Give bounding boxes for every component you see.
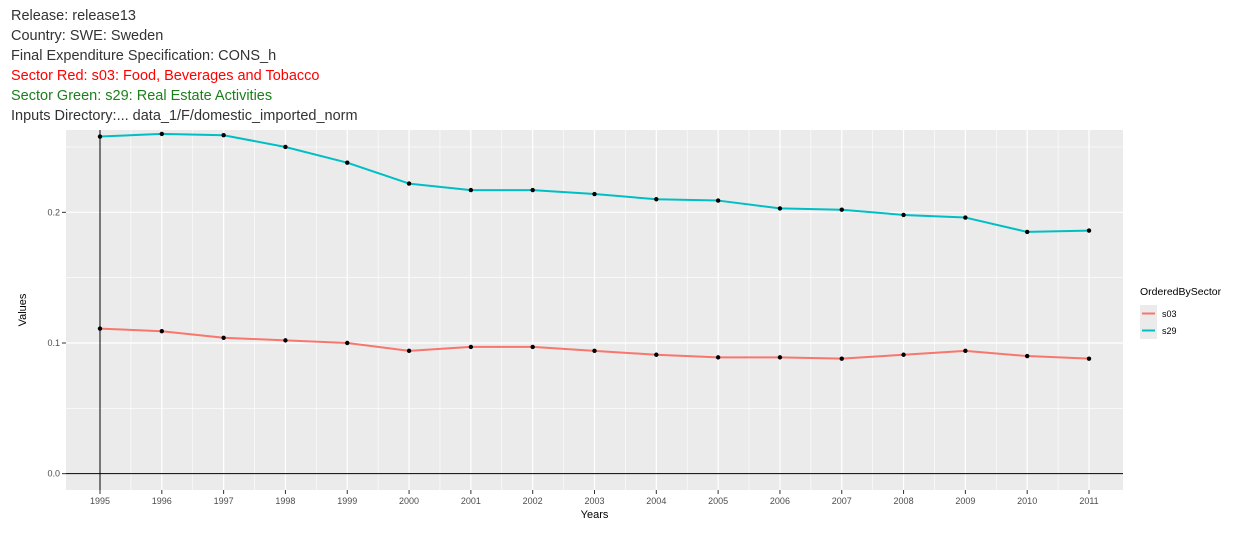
data-point-s03-1996 (159, 329, 165, 334)
data-point-s29-2002 (530, 187, 535, 193)
title-release: Release: release13 (11, 8, 136, 24)
data-point-s03-2009 (963, 348, 968, 354)
y-axis: 0.0 0.1 0.2 (47, 207, 66, 479)
x-tick-label: 1996 (152, 496, 172, 506)
x-tick-label: 2002 (523, 496, 543, 506)
data-point-s29-2004 (654, 197, 659, 202)
x-tick-label: 2010 (1017, 496, 1037, 506)
title-sector-red: Sector Red: s03: Food, Beverages and Tob… (11, 68, 320, 84)
y-axis-title: Values (17, 293, 29, 326)
legend-title: OrderedBySector (1140, 286, 1222, 298)
data-point-s03-1995 (97, 326, 103, 331)
data-point-s29-2005 (715, 198, 721, 203)
title-final-expenditure: Final Expenditure Specification: CONS_h (11, 48, 277, 64)
data-point-s03-2004 (654, 352, 659, 357)
x-tick-label: 2001 (461, 496, 481, 506)
data-point-s29-2008 (901, 212, 906, 218)
data-point-s03-2003 (592, 348, 597, 354)
x-tick-label: 2000 (399, 496, 419, 506)
legend-label-s29: s29 (1162, 326, 1177, 336)
data-point-s03-2006 (777, 355, 783, 360)
data-point-s29-1998 (283, 144, 288, 150)
data-point-s29-1996 (159, 131, 165, 137)
x-axis: 1995 1996 1997 1998 1999 2000 2001 2002 2003 2004… (90, 490, 1099, 506)
x-tick-label: 1998 (275, 496, 295, 506)
x-axis-title: Years (581, 509, 609, 521)
data-point-s29-2011 (1086, 228, 1092, 233)
x-tick-label: 2007 (832, 496, 852, 506)
x-tick-label: 2005 (708, 496, 728, 506)
data-point-s03-2011 (1086, 356, 1092, 361)
data-point-s03-2000 (406, 348, 412, 354)
data-point-s03-2001 (468, 344, 474, 350)
data-point-s03-1999 (345, 340, 350, 346)
data-point-s29-2010 (1024, 229, 1030, 235)
data-points (97, 131, 1092, 361)
data-point-s29-2003 (592, 191, 597, 197)
data-point-s29-2009 (963, 215, 968, 220)
data-point-s29-1995 (97, 134, 103, 139)
y-tick-label: 0.1 (47, 338, 60, 348)
x-tick-label: 2008 (894, 496, 914, 506)
data-point-s03-2002 (530, 344, 535, 350)
x-tick-label: 2003 (584, 496, 604, 506)
reference-lines (66, 130, 1123, 490)
x-tick-label: 2004 (646, 496, 666, 506)
data-point-s03-2007 (839, 356, 844, 361)
data-point-s03-1997 (221, 335, 226, 340)
title-country: Country: SWE: Sweden (11, 28, 164, 44)
chart-title-block: Release: release13 Country: SWE: Sweden … (11, 6, 358, 126)
data-point-s29-2006 (777, 206, 783, 211)
data-point-s29-1997 (221, 133, 226, 138)
data-point-s03-2010 (1024, 353, 1030, 359)
x-tick-label: 1995 (90, 496, 110, 506)
x-tick-label: 1999 (337, 496, 357, 506)
legend: OrderedBySector s03 s29 (1140, 286, 1222, 339)
data-point-s03-2005 (715, 355, 721, 360)
title-sector-green: Sector Green: s29: Real Estate Activitie… (11, 88, 273, 104)
x-tick-label: 2006 (770, 496, 790, 506)
x-tick-label: 1997 (214, 496, 234, 506)
data-point-s03-2008 (901, 352, 906, 357)
x-tick-label: 2011 (1079, 496, 1098, 506)
x-tick-label: 2009 (955, 496, 975, 506)
y-tick-label: 0.0 (47, 469, 60, 479)
data-point-s29-2000 (406, 181, 412, 186)
data-point-s03-1998 (283, 338, 288, 343)
data-point-s29-2007 (839, 207, 844, 212)
data-point-s29-2001 (468, 187, 474, 193)
y-tick-label: 0.2 (47, 207, 60, 217)
title-inputs-directory: Inputs Directory:... data_1/F/domestic_i… (11, 108, 358, 124)
data-point-s29-1999 (345, 160, 350, 165)
legend-label-s03: s03 (1162, 309, 1177, 319)
